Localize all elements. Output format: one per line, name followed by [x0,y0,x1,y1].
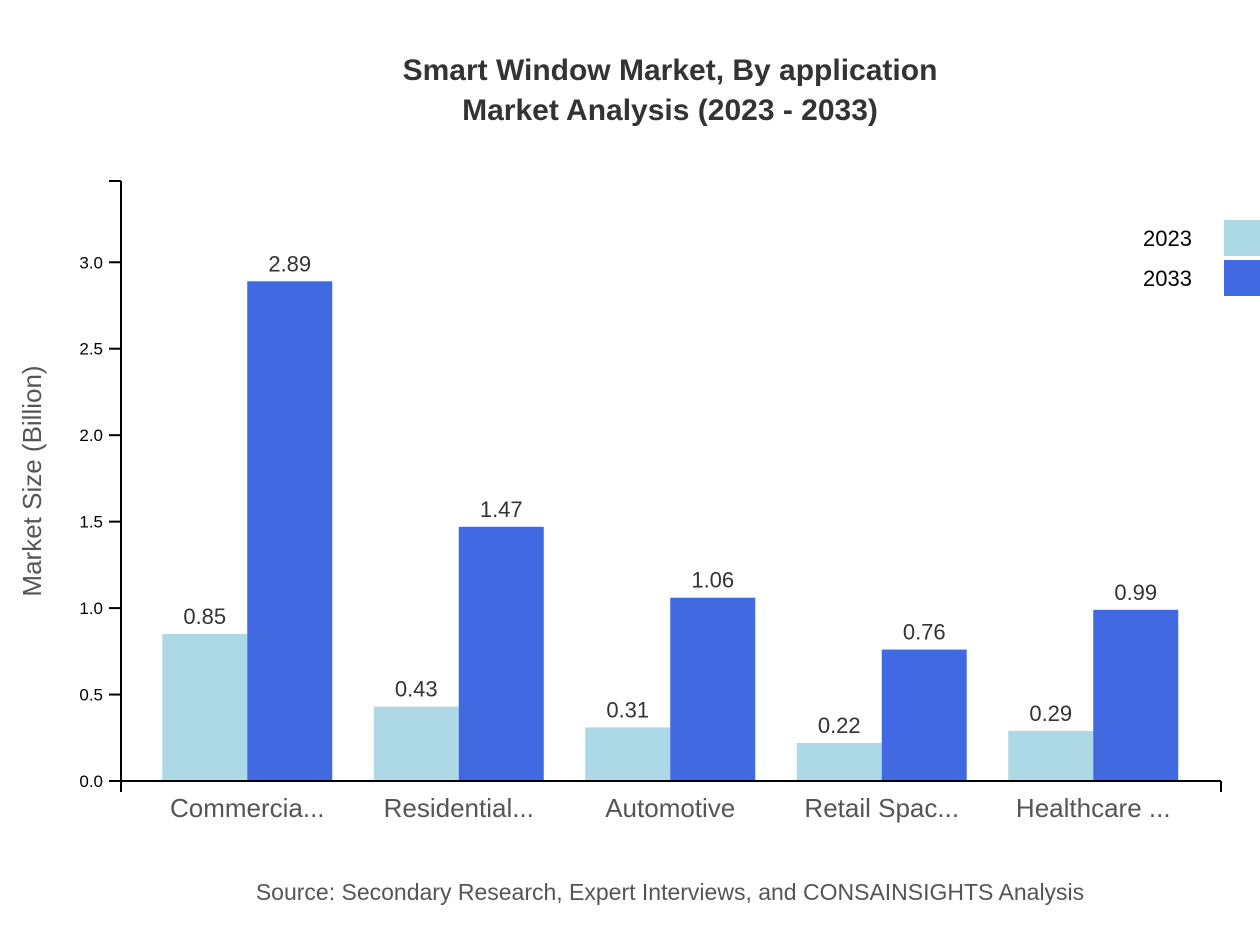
data-label: 0.76 [903,620,946,645]
y-tick-label: 1.5 [79,513,103,532]
legend-label: 2023 [1143,226,1192,251]
x-tick-label: Retail Spac... [804,793,959,823]
y-tick-label: 0.0 [79,772,103,791]
y-tick-label: 0.5 [79,686,103,705]
x-tick-label: Residential... [384,793,534,823]
bar-2033-0 [247,281,333,781]
bar-2033-4 [1093,609,1179,781]
bar-2023-4 [1008,730,1094,781]
x-tick-label: Healthcare ... [1016,793,1171,823]
legend-label: 2033 [1143,266,1192,291]
chart-subtitle: Market Analysis (2023 - 2033) [462,94,878,127]
source-note: Source: Secondary Research, Expert Inter… [256,879,1084,905]
data-label: 1.47 [480,497,523,522]
x-tick-label: Automotive [605,793,735,823]
y-tick-label: 3.0 [79,253,103,272]
data-label: 2.89 [268,251,311,276]
data-label: 0.43 [395,677,438,702]
data-label: 0.29 [1029,701,1072,726]
bar-2033-3 [881,649,967,781]
bar-2023-0 [162,634,248,781]
bar-2033-2 [670,597,756,781]
chart-title: Smart Window Market, By application [403,54,938,87]
data-label: 1.06 [691,568,734,593]
bar-2033-1 [458,526,544,781]
legend-swatch-2033 [1224,260,1260,296]
data-label: 0.99 [1114,580,1157,605]
bar-2023-3 [796,742,882,781]
bar-2023-2 [585,727,671,781]
y-axis-label: Market Size (Billion) [17,365,47,596]
y-tick-label: 2.0 [79,426,103,445]
data-label: 0.22 [818,713,861,738]
data-label: 0.31 [606,697,649,722]
y-tick-label: 1.0 [79,599,103,618]
legend-swatch-2023 [1224,220,1260,256]
bar-2023-1 [373,706,459,781]
y-tick-label: 2.5 [79,340,103,359]
data-label: 0.85 [183,604,226,629]
x-tick-label: Commercia... [170,793,325,823]
